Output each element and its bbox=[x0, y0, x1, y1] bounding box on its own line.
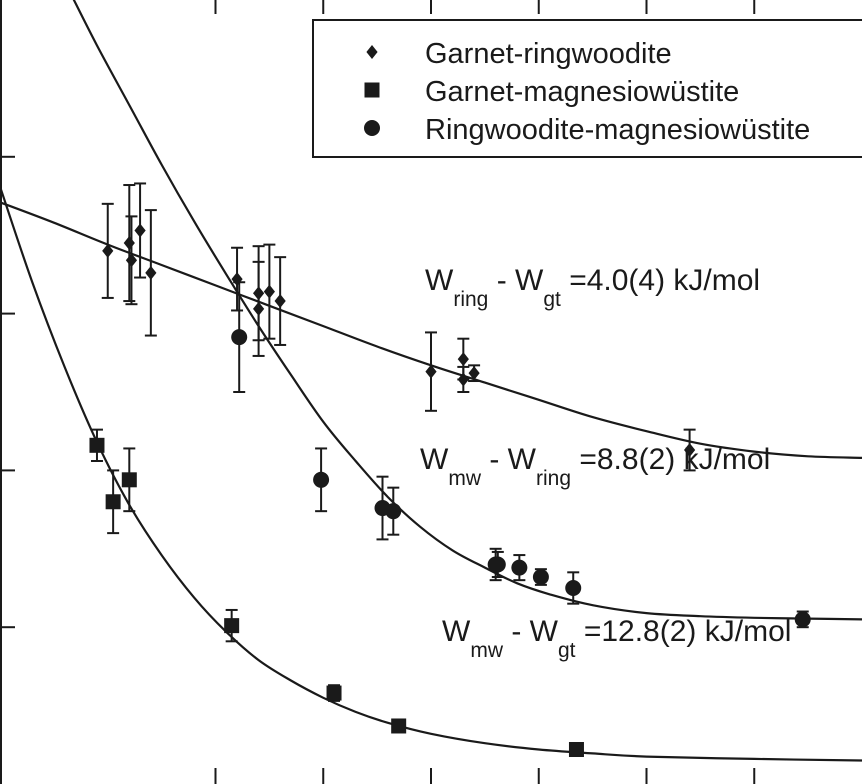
legend-marker-circle bbox=[364, 120, 380, 136]
data-point-circle bbox=[532, 569, 549, 586]
legend-label: Garnet-ringwoodite bbox=[425, 38, 672, 70]
data-point-diamond bbox=[253, 301, 265, 316]
data-point-diamond bbox=[263, 284, 275, 299]
data-point-square bbox=[224, 618, 240, 634]
legend-box bbox=[312, 19, 862, 158]
data-point-circle bbox=[313, 471, 330, 488]
data-point-diamond bbox=[274, 294, 286, 309]
data-point-circle bbox=[565, 580, 582, 596]
data-point-square bbox=[391, 718, 407, 734]
data-point-diamond bbox=[231, 272, 243, 287]
data-point-square bbox=[89, 437, 105, 453]
data-point-square bbox=[121, 472, 137, 488]
data-point-diamond bbox=[253, 286, 265, 301]
legend: Garnet-ringwoodite Garnet-magnesiowüstite… bbox=[312, 19, 862, 158]
data-point-diamond bbox=[684, 443, 696, 458]
data-point-square bbox=[568, 742, 584, 758]
legend-marker-square bbox=[364, 82, 380, 98]
fit-label-2: Wmw - Wring =8.8(2) kJ/mol bbox=[420, 443, 770, 490]
data-point-diamond bbox=[123, 236, 135, 251]
legend-label: Ringwoodite-magnesiowüstite bbox=[425, 114, 810, 146]
fit-label-1: Wring - Wgt =4.0(4) kJ/mol bbox=[425, 264, 760, 311]
data-point-square bbox=[105, 494, 121, 510]
fit-label-3: Wmw - Wgt =12.8(2) kJ/mol bbox=[442, 615, 791, 662]
legend-marker-diamond bbox=[366, 45, 378, 59]
data-point-circle bbox=[511, 559, 528, 576]
data-point-diamond bbox=[457, 352, 469, 367]
data-point-circle bbox=[385, 503, 402, 520]
data-point-circle bbox=[489, 556, 506, 573]
data-point-diamond bbox=[145, 265, 157, 280]
axes bbox=[0, 0, 756, 784]
data-markers bbox=[89, 223, 811, 758]
legend-label: Garnet-magnesiowüstite bbox=[425, 76, 739, 108]
data-point-diamond bbox=[102, 243, 114, 258]
data-point-diamond bbox=[425, 364, 437, 379]
data-point-diamond bbox=[468, 366, 480, 381]
data-point-diamond bbox=[457, 372, 469, 387]
data-point-diamond bbox=[125, 253, 138, 268]
fit-annotations: Wring - Wgt =4.0(4) kJ/mol Wmw - Wring =8… bbox=[420, 264, 791, 662]
data-point-circle bbox=[794, 611, 811, 628]
data-point-square bbox=[326, 685, 342, 701]
data-point-circle bbox=[231, 329, 248, 346]
fit-curve-3 bbox=[0, 186, 862, 762]
data-point-diamond bbox=[134, 223, 146, 238]
